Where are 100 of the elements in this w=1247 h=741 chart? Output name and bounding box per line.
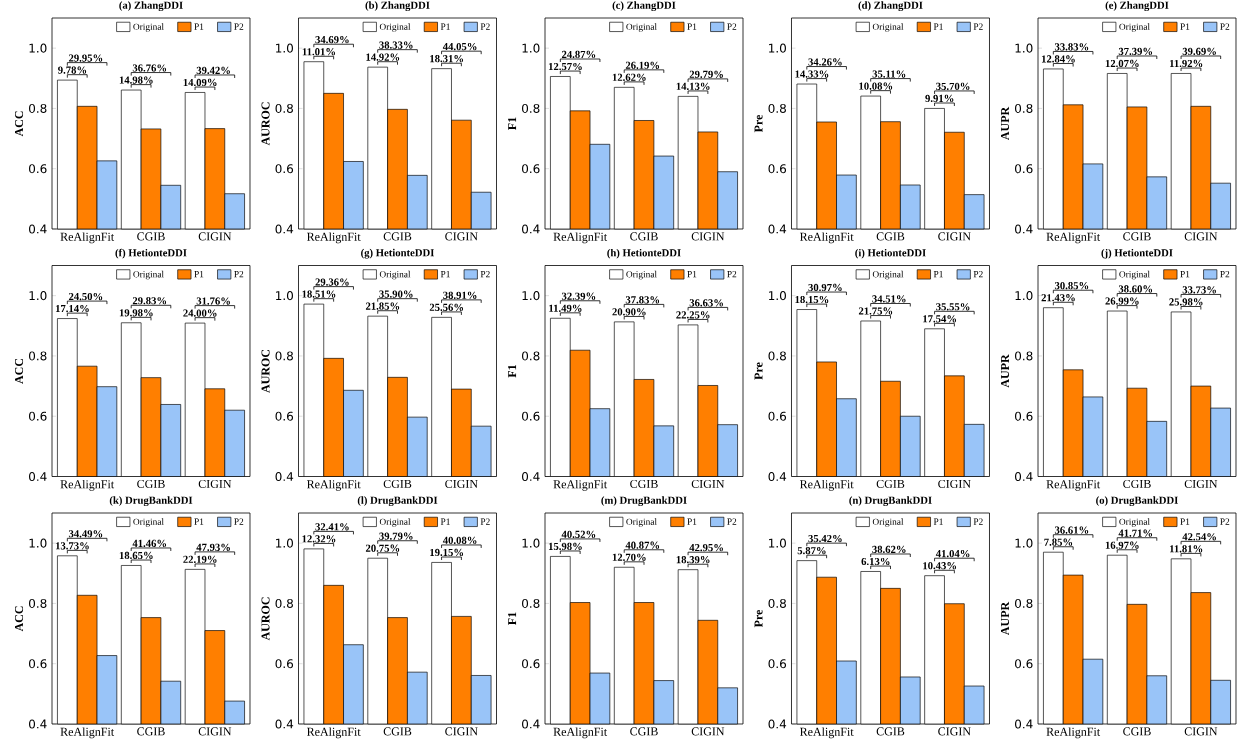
annotation: 21.85% — [365, 302, 400, 310]
annotation: 37.39% — [1118, 47, 1153, 56]
y-tick-label: 0.4 — [29, 471, 47, 482]
annotation: 44.05% — [442, 42, 477, 51]
annotation: 34.26% — [808, 58, 842, 66]
legend-label: Original — [1119, 23, 1150, 32]
x-tick-label: ReAlignFit — [799, 479, 854, 491]
legend-label: Original — [379, 518, 411, 527]
annotation: 26.19% — [625, 61, 660, 69]
annotation: 40.87% — [625, 541, 660, 549]
annotation: 36.63% — [689, 299, 723, 307]
y-tick-label: 1.0 — [1015, 291, 1033, 301]
y-tick-label: 0.4 — [768, 471, 787, 482]
y-tick-label: 1.0 — [1015, 43, 1033, 53]
legend-label: P2 — [1220, 518, 1230, 525]
x-tick-label: CGIB — [630, 232, 658, 241]
y-tick-label: 0.8 — [1015, 598, 1033, 608]
x-tick-label: CIGIN — [198, 479, 232, 488]
annotation: 22.19% — [183, 555, 217, 564]
annotation: 39.42% — [196, 66, 230, 75]
x-tick-label: ReAlignFit — [306, 232, 361, 244]
chart-title: (c) ZhangDDI — [612, 1, 676, 12]
y-tick-label: 0.8 — [275, 351, 293, 361]
y-tick-label: 0.6 — [522, 659, 540, 669]
y-axis-title: AUROC — [261, 597, 270, 641]
y-tick-label: 0.8 — [522, 103, 540, 113]
annotation: 33.83% — [1054, 43, 1089, 51]
y-tick-label: 0.8 — [275, 598, 293, 608]
x-tick-label: CGIB — [876, 727, 905, 736]
y-axis-title: ACC — [14, 606, 24, 632]
y-tick-label: 1.0 — [522, 291, 540, 301]
legend-label: P1 — [1180, 23, 1190, 30]
annotation: 11.01% — [302, 48, 335, 56]
legend-label: P1 — [440, 23, 450, 30]
y-tick-label: 0.8 — [29, 598, 47, 608]
x-tick-label: ReAlignFit — [553, 727, 608, 739]
y-tick-label: 0.4 — [522, 471, 540, 482]
annotation: 32.41% — [315, 523, 349, 531]
x-tick-label: CIGIN — [691, 232, 725, 241]
x-tick-label: CGIB — [1123, 727, 1151, 736]
y-tick-label: 0.6 — [768, 659, 787, 669]
annotation: 19.15% — [430, 548, 464, 557]
legend-label: P1 — [687, 271, 697, 278]
annotation: 41.04% — [935, 550, 970, 558]
legend-label: P1 — [440, 518, 450, 525]
annotation: 30.97% — [808, 283, 842, 292]
chart-title: (d) ZhangDDI — [858, 1, 923, 12]
annotation: 42.54% — [1182, 533, 1216, 541]
y-tick-label: 0.6 — [29, 659, 47, 669]
y-axis-title: F1 — [508, 612, 517, 625]
legend-label: Original — [626, 518, 657, 527]
annotation: 12.57% — [548, 62, 582, 71]
y-tick-label: 0.4 — [768, 224, 787, 234]
annotation: 41.71% — [1118, 529, 1153, 537]
legend-label: Original — [626, 270, 657, 280]
legend-label: P2 — [727, 271, 737, 278]
y-tick-label: 0.6 — [275, 411, 294, 421]
y-tick-label: 0.4 — [768, 719, 787, 729]
annotation: 6.13% — [861, 557, 890, 566]
chart-title: (g) HetionteDDI — [361, 248, 435, 259]
annotation: 35.55% — [936, 303, 970, 311]
y-tick-label: 1.0 — [769, 538, 786, 548]
annotation: 11.92% — [1170, 59, 1203, 68]
annotation: 34.51% — [872, 295, 906, 303]
y-tick-label: 0.4 — [29, 224, 47, 234]
y-tick-label: 1.0 — [1015, 538, 1033, 548]
annotation: 21.75% — [858, 307, 893, 315]
annotation: 9.91% — [925, 94, 954, 103]
legend-label: P1 — [194, 23, 204, 30]
annotation: 18.51% — [302, 290, 336, 298]
x-tick-label: ReAlignFit — [553, 479, 608, 491]
y-axis-title: F1 — [508, 117, 517, 130]
legend-label: P2 — [480, 23, 490, 30]
x-tick-label: CIGIN — [938, 479, 971, 488]
annotation: 14.33% — [795, 70, 829, 78]
y-tick-label: 0.6 — [275, 164, 294, 174]
legend-label: P1 — [194, 518, 204, 525]
x-tick-label: CIGIN — [198, 232, 232, 241]
y-axis-title: AUPR — [1001, 354, 1010, 388]
y-tick-label: 0.4 — [275, 719, 294, 729]
annotation: 24.50% — [68, 292, 103, 301]
y-tick-label: 0.6 — [1015, 411, 1033, 421]
x-tick-label: CGIB — [383, 727, 412, 736]
annotation: 41.46% — [132, 539, 167, 548]
annotation: 11.49% — [549, 304, 582, 312]
chart-title: (e) ZhangDDI — [1105, 1, 1169, 12]
x-tick-label: ReAlignFit — [60, 232, 115, 244]
annotation: 34.49% — [68, 530, 103, 538]
y-axis-title: ACC — [14, 358, 24, 384]
annotation: 26.99% — [1105, 297, 1139, 305]
annotation: 29.83% — [132, 297, 167, 305]
x-tick-label: ReAlignFit — [306, 727, 361, 739]
annotation: 39.79% — [379, 532, 413, 540]
annotation: 24.00% — [183, 309, 217, 317]
chart-title: (j) HetionteDDI — [1101, 248, 1173, 259]
y-tick-label: 0.4 — [522, 719, 540, 729]
legend-label: Original — [872, 518, 904, 527]
y-tick-label: 1.0 — [29, 291, 47, 301]
annotation: 21.43% — [1041, 294, 1075, 302]
x-tick-label: CGIB — [137, 479, 165, 488]
